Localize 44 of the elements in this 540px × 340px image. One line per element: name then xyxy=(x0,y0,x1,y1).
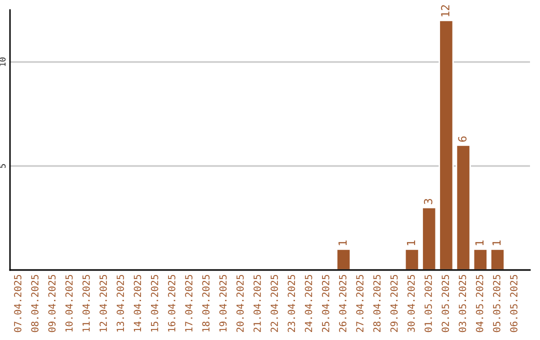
data-label: 1 xyxy=(406,240,416,246)
x-tick-label: 20.04.2025 xyxy=(236,274,244,332)
x-tick-label: 25.04.2025 xyxy=(322,274,330,332)
x-tick-label: 30.04.2025 xyxy=(407,274,415,332)
x-tick-label: 19.04.2025 xyxy=(219,274,227,332)
bar xyxy=(456,144,471,270)
x-tick-label: 15.04.2025 xyxy=(150,274,158,332)
x-tick-label: 07.04.2025 xyxy=(14,274,22,332)
x-tick-label: 27.04.2025 xyxy=(356,274,364,332)
x-tick-label: 08.04.2025 xyxy=(31,274,39,332)
x-tick-label: 21.04.2025 xyxy=(254,274,261,332)
x-tick-label: 14.04.2025 xyxy=(134,274,142,332)
x-tick-label: 03.05.2025 xyxy=(458,274,466,332)
x-tick-label: 16.04.2025 xyxy=(168,274,176,332)
x-tick-label: 29.04.2025 xyxy=(390,274,398,332)
x-tick-label: 28.04.2025 xyxy=(373,274,381,332)
data-label: 1 xyxy=(338,240,347,246)
bar xyxy=(472,248,488,270)
data-label: 1 xyxy=(492,240,501,246)
x-tick-label: 10.04.2025 xyxy=(65,274,73,332)
x-tick-label: 01.05.2025 xyxy=(424,274,432,332)
x-tick-label: 18.04.2025 xyxy=(202,274,210,332)
bar xyxy=(336,248,352,270)
x-tick-label: 06.05.2025 xyxy=(510,274,518,332)
x-tick-label: 05.05.2025 xyxy=(492,274,500,332)
x-tick-label: 17.04.2025 xyxy=(185,274,192,332)
x-tick-label: 22.04.2025 xyxy=(270,274,278,332)
bar xyxy=(490,248,506,270)
data-label: 1 xyxy=(475,240,484,246)
x-tick-label: 24.04.2025 xyxy=(304,274,312,332)
data-label: 3 xyxy=(424,198,432,204)
x-tick-label: 12.04.2025 xyxy=(100,274,107,332)
x-tick-label: 09.04.2025 xyxy=(48,274,56,332)
bar xyxy=(438,20,454,270)
x-tick-label: 11.04.2025 xyxy=(82,274,90,332)
x-tick-label: 26.04.2025 xyxy=(339,274,346,332)
x-tick-label: 02.05.2025 xyxy=(442,274,450,332)
x-tick-label: 23.04.2025 xyxy=(288,274,296,332)
x-tick-label: 13.04.2025 xyxy=(116,274,124,332)
data-label: 6 xyxy=(458,136,467,142)
data-label: 12 xyxy=(441,5,450,16)
bar xyxy=(404,248,420,270)
bar xyxy=(422,206,437,270)
x-tick-label: 04.05.2025 xyxy=(476,274,484,332)
